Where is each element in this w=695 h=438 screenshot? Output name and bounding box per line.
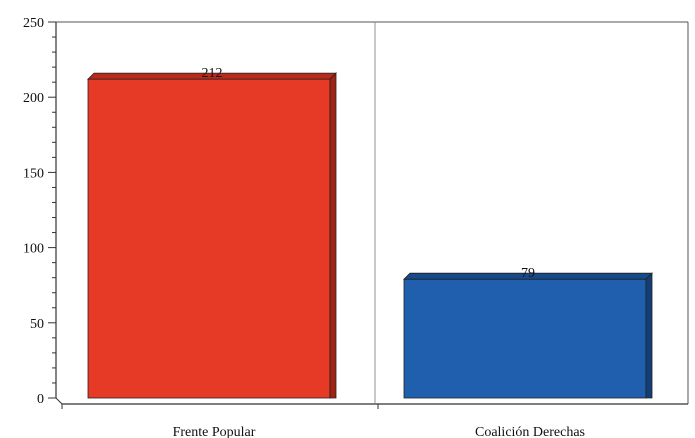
bar-side: [645, 272, 653, 399]
y-tick-label: 250: [23, 16, 44, 31]
y-tick-label: 50: [30, 317, 44, 332]
bar-front: [403, 278, 647, 399]
x-category-label: Coalición Derechas: [475, 425, 585, 438]
bar-side: [329, 72, 337, 399]
chart-bars: 212 79: [87, 66, 653, 399]
x-axis-corner: [55, 397, 63, 405]
bar: 79: [403, 266, 653, 399]
y-tick-label: 150: [23, 166, 44, 181]
x-category-label: Frente Popular: [173, 425, 256, 438]
y-axis-ticks: 0 50 100 150 200 250: [23, 16, 56, 407]
bar-front: [87, 78, 331, 399]
y-tick-label: 100: [23, 242, 44, 257]
y-tick-label: 200: [23, 91, 44, 106]
y-tick-label: 0: [37, 392, 44, 407]
chart-axes: [55, 21, 689, 409]
x-axis-labels: Frente Popular Coalición Derechas: [173, 425, 585, 438]
data-label: 79: [521, 266, 535, 281]
data-label: 212: [202, 66, 223, 81]
bar: 212: [87, 66, 337, 399]
